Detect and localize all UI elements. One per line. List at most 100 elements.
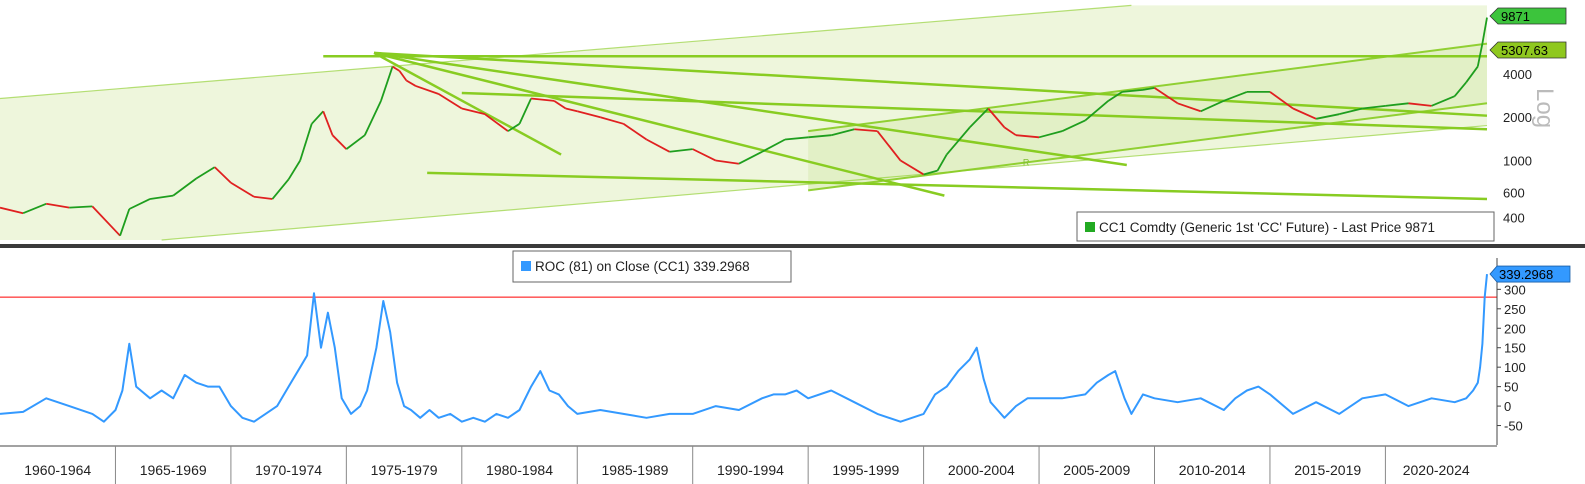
price-line-segment [1408, 102, 1432, 107]
price-line-segment [331, 134, 347, 150]
price-line-segment [1476, 43, 1484, 67]
price-line-segment [1084, 100, 1109, 122]
roc-last-value-tag: 339.2968 [1489, 265, 1571, 283]
x-tick-label: 2020-2024 [1403, 462, 1470, 478]
price-line-segment [1315, 113, 1340, 120]
price-tick-label: 4000 [1503, 67, 1532, 82]
price-line-segment [22, 202, 47, 215]
price-line-segment [1177, 102, 1201, 113]
price-panel: R4006001000200040006000Log98715307.63CC1… [0, 4, 1567, 242]
roc-legend-box [512, 250, 792, 283]
price-line-segment [287, 160, 301, 180]
price-line-segment [577, 110, 601, 119]
roc-legend[interactable]: ROC (81) on Close (CC1) 339.2968 [512, 250, 792, 283]
price-line-segment [646, 138, 671, 153]
trend-line-shallow-down [373, 51, 1488, 117]
price-line-segment [253, 195, 273, 200]
price-legend[interactable]: CC1 Comdty (Generic 1st 'CC' Future) - L… [1076, 211, 1495, 242]
x-tick-label: 1995-1999 [832, 462, 899, 478]
price-line-segment [1154, 87, 1179, 105]
price-line-segment [1269, 91, 1294, 110]
x-tick-label: 2000-2004 [948, 462, 1015, 478]
scale-label: Log [1531, 88, 1558, 128]
roc-tick-label: 200 [1504, 321, 1526, 336]
price-line-segment [299, 123, 313, 161]
price-line-segment [195, 166, 216, 180]
roc-tick-label: 50 [1504, 380, 1518, 395]
price-line-segment [128, 198, 151, 210]
price-line-segment [876, 130, 902, 162]
price-legend-label: CC1 Comdty (Generic 1st 'CC' Future) - L… [1099, 220, 1435, 235]
level-tag: 5307.63 [1489, 41, 1567, 59]
last-price-tag: 9871 [1489, 7, 1567, 25]
support-line-bottom [427, 171, 1488, 201]
inner-channel-lower-line [808, 102, 1488, 192]
price-line-segment [172, 177, 197, 197]
price-line-segment [854, 128, 878, 133]
last-price-tag-text: 9871 [1501, 9, 1530, 24]
price-line-segment [405, 79, 417, 87]
panel-divider[interactable] [0, 244, 1585, 248]
price-line-segment [322, 110, 334, 136]
price-line-segment [415, 85, 440, 95]
price-line-segment [1453, 81, 1467, 97]
price-line-segment [1200, 100, 1225, 113]
x-tick-label: 2010-2014 [1179, 462, 1246, 478]
trend-line-flat [461, 91, 1488, 131]
price-line-segment [1061, 119, 1086, 132]
x-tick-label: 2015-2019 [1294, 462, 1361, 478]
price-legend-box [1076, 211, 1495, 242]
x-axis: 1960-1964 1965-1969 1970-1974 1975-1979 1980… [0, 445, 1497, 484]
trend-line-long-down [373, 51, 945, 197]
price-line-segment [507, 123, 521, 132]
roc-tick-label: 100 [1504, 360, 1526, 375]
price-line-segment [1431, 95, 1456, 107]
region-label: R [1023, 158, 1030, 168]
price-line-segment [214, 166, 232, 184]
x-tick-label: 2005-2009 [1063, 462, 1130, 478]
price-line-segment [1362, 104, 1386, 110]
price-line-segment [345, 134, 366, 150]
roc-tick-label: 300 [1504, 282, 1526, 297]
price-line-segment [271, 178, 290, 200]
price-line-segment [1107, 91, 1123, 102]
price-line-segment [69, 205, 93, 209]
price-line-segment [692, 148, 717, 162]
price-line-segment [0, 206, 24, 215]
inner-channel-upper-line [808, 42, 1488, 133]
price-line-segment [1003, 126, 1017, 136]
price-line-segment [364, 100, 382, 136]
price-tick-label: 1000 [1503, 154, 1532, 169]
price-line-segment [518, 98, 532, 125]
price-line-segment [831, 128, 855, 137]
roc-tick-label: 250 [1504, 302, 1526, 317]
price-line-segment [484, 113, 509, 132]
price-line-segment [669, 148, 693, 153]
level-tag-bg [1489, 41, 1567, 59]
price-line-segment [923, 169, 938, 176]
last-price-tag-bg [1489, 7, 1567, 25]
trend-line-mid-down [373, 51, 1127, 167]
outer-trend-channel [0, 5, 1487, 241]
price-line-segment [461, 107, 486, 116]
price-line-segment [1038, 130, 1063, 139]
roc-last-value-bg [1489, 265, 1571, 283]
price-line-segment [784, 136, 809, 141]
price-tick-label: 400 [1503, 211, 1525, 226]
price-line-segment [1465, 66, 1479, 83]
price-line-segment [1223, 91, 1248, 102]
x-tick-label: 1960-1964 [24, 462, 91, 478]
price-line-segment [738, 150, 763, 165]
price-line-segment [1015, 134, 1040, 139]
price-line-segment [808, 134, 832, 139]
price-line-segment [1292, 107, 1317, 120]
price-line-segment [311, 110, 324, 125]
price-line-segment [380, 66, 394, 102]
roc-last-value-text: 339.2968 [1499, 267, 1553, 282]
price-line-segment [149, 194, 174, 200]
price-line-segment [530, 97, 555, 102]
price-line-segment [46, 202, 70, 209]
price-line-segment [987, 107, 1006, 128]
price-line-segment [438, 93, 463, 110]
level-tag-text: 5307.63 [1501, 43, 1548, 58]
